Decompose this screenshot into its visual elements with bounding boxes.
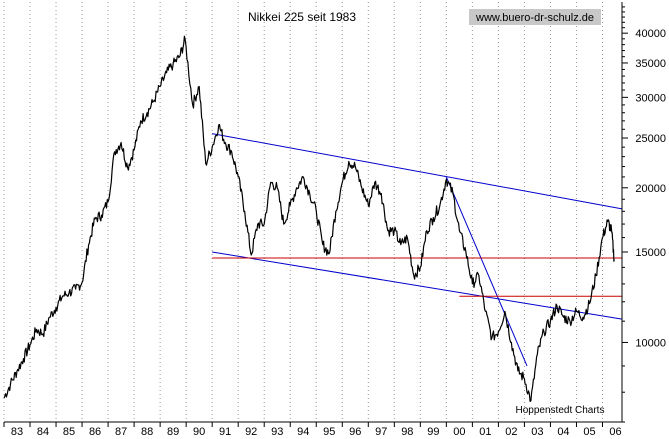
- y-tick-label: 30000: [635, 92, 666, 104]
- trend-line: [212, 133, 623, 210]
- x-tick-label: 94: [297, 426, 309, 438]
- watermark: www.buero-dr-schulz.de: [475, 12, 594, 24]
- trend-line: [445, 176, 528, 367]
- x-tick-label: 06: [609, 426, 621, 438]
- x-tick-label: 89: [167, 426, 179, 438]
- x-tick-label: 02: [505, 426, 517, 438]
- line-layer: [212, 133, 623, 367]
- series-layer: [3, 35, 615, 402]
- axis-layer: 83 84 85 86 87 88 89 90 91 92 93 94 95 96 97 98 99 00 01 02…: [3, 2, 666, 438]
- y-tick-label: 40000: [635, 28, 666, 40]
- trend-line: [212, 251, 623, 320]
- source-label: Hoppenstedt Charts: [516, 405, 605, 416]
- x-tick-label: 97: [375, 426, 387, 438]
- x-tick-label: 98: [401, 426, 413, 438]
- x-tick-label: 96: [349, 426, 361, 438]
- x-tick-label: 01: [479, 426, 491, 438]
- x-tick-label: 04: [557, 426, 569, 438]
- price-series-line: [3, 35, 615, 402]
- grid-layer: [3, 2, 603, 422]
- y-tick-label: 15000: [635, 247, 666, 259]
- x-tick-label: 92: [245, 426, 257, 438]
- x-tick-label: 91: [219, 426, 231, 438]
- y-tick-label: 20000: [635, 183, 666, 195]
- y-tick-label: 35000: [635, 58, 666, 70]
- x-tick-label: 88: [141, 426, 153, 438]
- y-tick-label: 10000: [635, 337, 666, 349]
- chart-title: Nikkei 225 seit 1983: [248, 10, 356, 24]
- x-tick-label: 87: [115, 426, 127, 438]
- x-tick-label: 85: [63, 426, 75, 438]
- x-tick-label: 90: [193, 426, 205, 438]
- y-tick-label: 25000: [635, 133, 666, 145]
- watermark-background: [469, 9, 601, 25]
- x-tick-label: 95: [323, 426, 335, 438]
- x-tick-label: 05: [583, 426, 595, 438]
- x-tick-label: 84: [37, 426, 49, 438]
- x-tick-label: 86: [89, 426, 101, 438]
- x-tick-label: 00: [453, 426, 465, 438]
- x-tick-label: 83: [11, 426, 23, 438]
- x-tick-label: 93: [271, 426, 283, 438]
- x-tick-label: 03: [531, 426, 543, 438]
- x-tick-label: 99: [427, 426, 439, 438]
